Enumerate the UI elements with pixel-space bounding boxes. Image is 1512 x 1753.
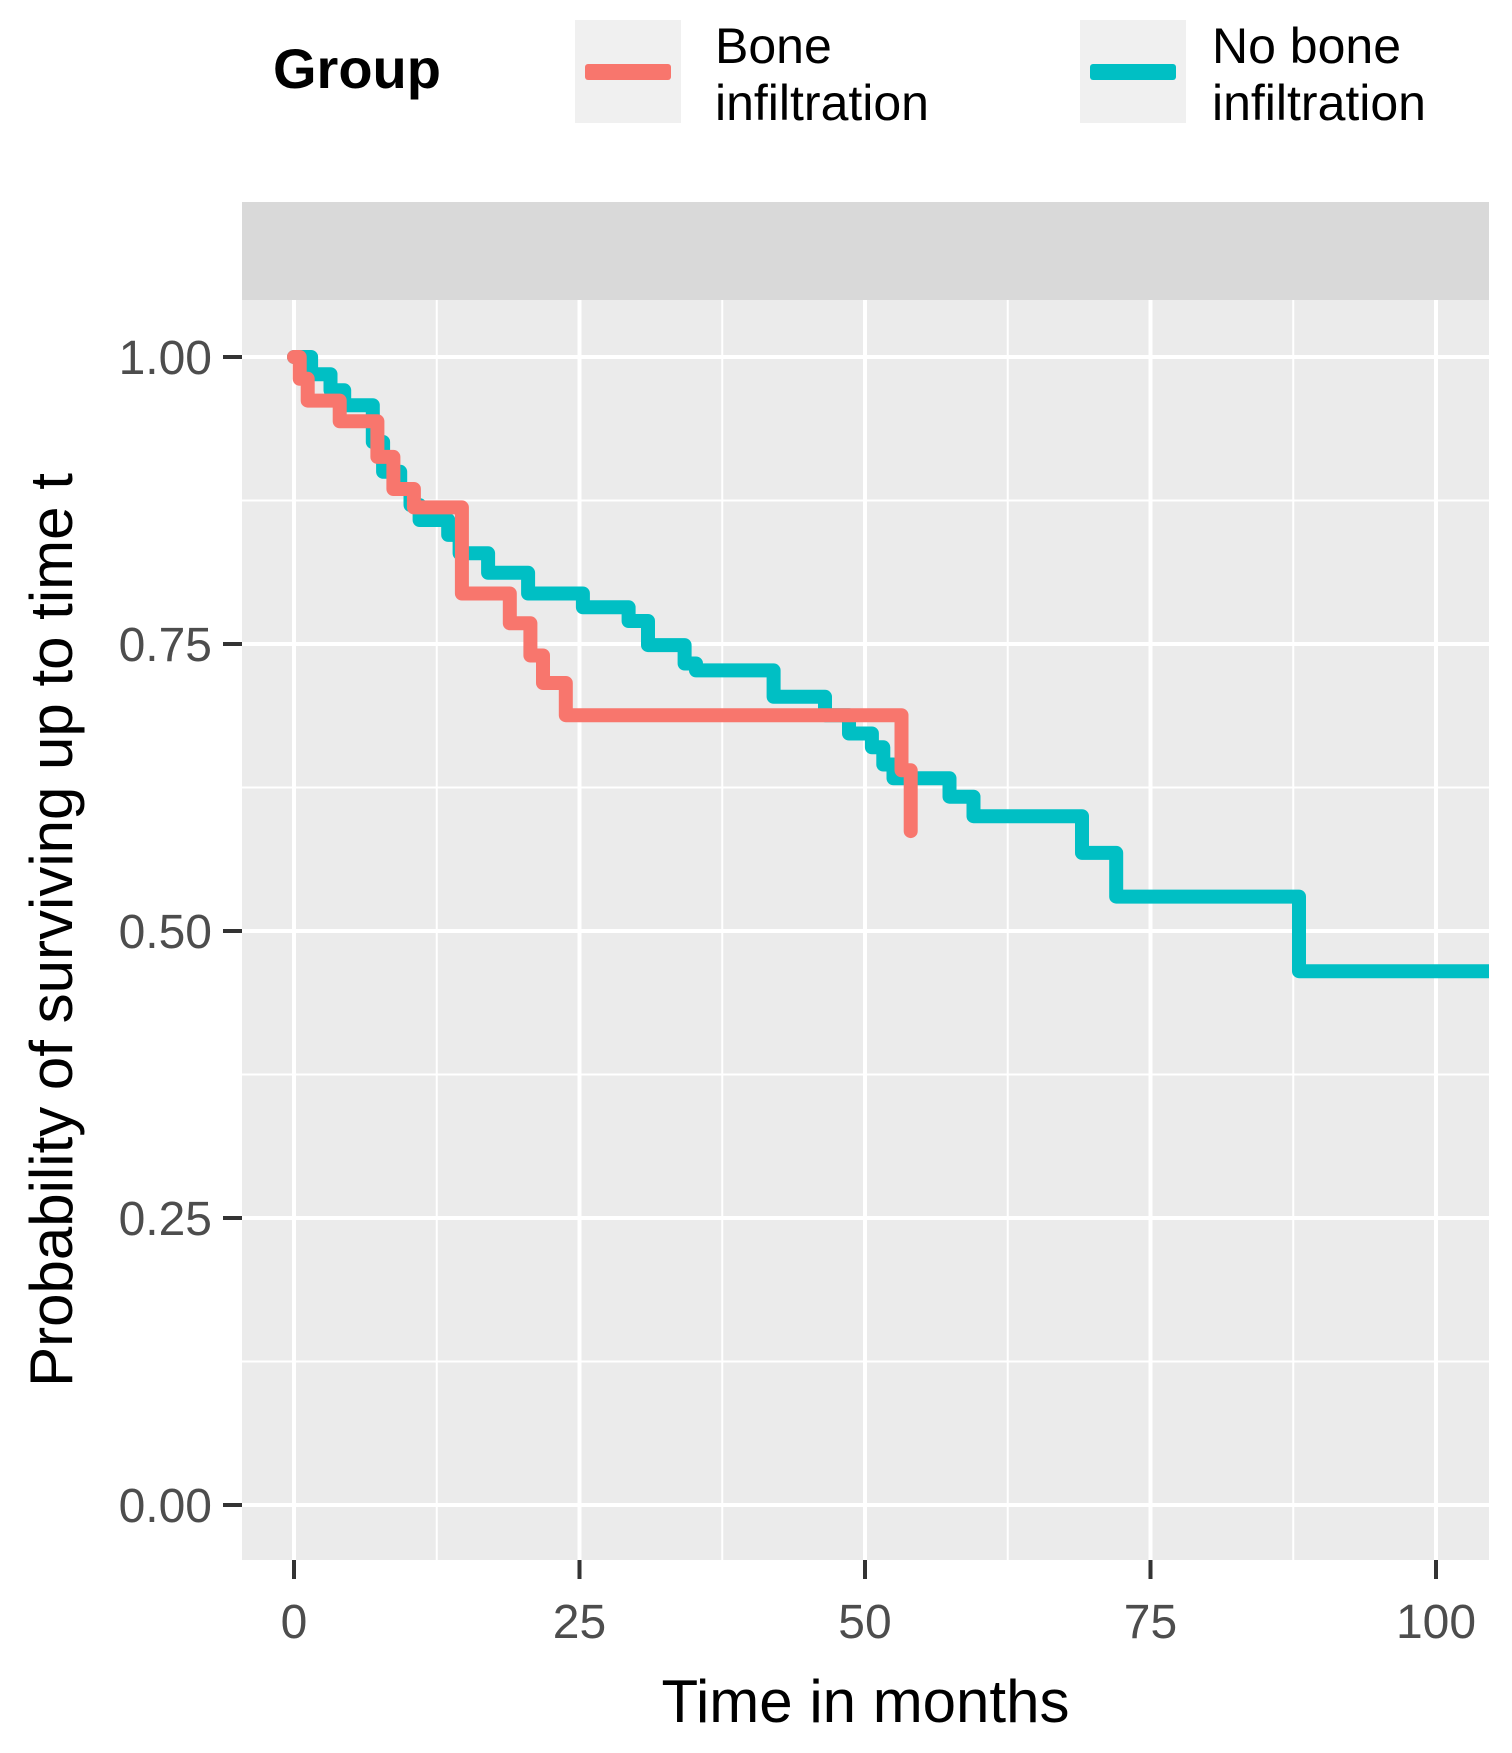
y-tick-label: 0.50 [119, 906, 212, 959]
y-tick-label: 1.00 [119, 332, 212, 385]
legend-line-swatch-no-bone [1090, 64, 1176, 80]
x-axis-title: Time in months [662, 1668, 1070, 1735]
y-tick-label: 0.25 [119, 1193, 212, 1246]
x-tick-label: 25 [553, 1596, 606, 1649]
legend-key-no-bone-infiltration [1080, 20, 1186, 123]
y-tick-label: 0.00 [119, 1480, 212, 1533]
y-axis-title: Probability of surviving up to time t [18, 473, 85, 1387]
x-tick-label: 75 [1124, 1596, 1177, 1649]
y-tick-label: 0.75 [119, 619, 212, 672]
legend-label-no-bone-infiltration: No bone infiltration [1212, 18, 1426, 131]
facet-strip [242, 202, 1489, 300]
x-tick-label: 50 [838, 1596, 891, 1649]
x-tick-label: 100 [1396, 1596, 1476, 1649]
legend-title: Group [273, 37, 441, 100]
legend-key-bone-infiltration [575, 20, 681, 123]
x-tick-label: 0 [281, 1596, 308, 1649]
survival-curve-bone-infiltration [287, 350, 918, 839]
legend-line-swatch-bone [585, 64, 671, 80]
legend-label-bone-infiltration: Bone infiltration [715, 18, 929, 131]
